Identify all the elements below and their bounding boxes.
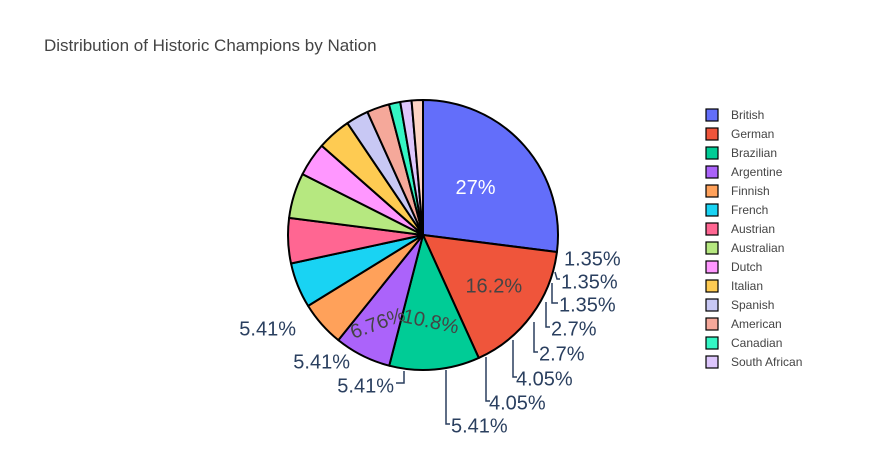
legend-label: Austrian (731, 222, 775, 236)
leader-line-australian (445, 370, 450, 425)
legend-label: Dutch (731, 260, 762, 274)
slice-label-french: 5.41% (293, 351, 350, 373)
slice-label-unlabeled: 1.35% (564, 248, 621, 270)
legend-label: British (731, 108, 764, 122)
slice-label-finnish: 5.41% (239, 318, 296, 340)
slice-label-american: 2.7% (551, 318, 597, 340)
legend-label: Canadian (731, 336, 782, 350)
pie-slice-british (422, 99, 559, 254)
legend-label: Australian (731, 241, 784, 255)
slice-label-italian: 4.05% (516, 368, 573, 390)
legend-swatch (705, 165, 719, 179)
legend-item-american[interactable]: American (705, 317, 782, 331)
legend-item-dutch[interactable]: Dutch (705, 260, 762, 274)
legend-swatch (705, 279, 719, 293)
leader-line-austrian (396, 371, 405, 384)
slice-label-british: 27% (455, 177, 495, 199)
leader-line-italian (512, 340, 517, 378)
slice-labels: 27%16.2%10.8%6.76%5.41%5.41%5.41%5.41%4.… (239, 177, 621, 437)
legend-item-spanish[interactable]: Spanish (705, 298, 774, 312)
leader-line-dutch (485, 357, 490, 402)
legend: British German Brazilian Argentine Finnish Fr… (705, 108, 802, 369)
chart-title: Distribution of Historic Champions by Na… (44, 36, 377, 55)
legend-item-british[interactable]: British (705, 108, 764, 122)
slice-label-german: 16.2% (465, 275, 522, 297)
legend-swatch (705, 222, 719, 236)
legend-swatch (705, 203, 719, 217)
pie-slice-german (422, 234, 558, 359)
slice-label-dutch: 4.05% (489, 392, 546, 414)
leader-line-american (545, 302, 550, 328)
legend-label: German (731, 127, 774, 141)
legend-swatch (705, 355, 719, 369)
legend-label: Italian (731, 279, 763, 293)
legend-swatch (705, 298, 719, 312)
legend-swatch (705, 260, 719, 274)
legend-label: South African (731, 355, 802, 369)
legend-label: Argentine (731, 165, 783, 179)
legend-item-australian[interactable]: Australian (705, 241, 784, 255)
slice-label-spanish: 2.7% (539, 343, 585, 365)
legend-swatch (705, 241, 719, 255)
legend-swatch (705, 108, 719, 122)
legend-item-canadian[interactable]: Canadian (705, 336, 782, 350)
pie-slice-unlabeled (410, 99, 424, 236)
legend-item-finnish[interactable]: Finnish (705, 184, 770, 198)
legend-item-brazilian[interactable]: Brazilian (705, 146, 777, 160)
legend-item-german[interactable]: German (705, 127, 774, 141)
slice-label-australian: 5.41% (451, 415, 508, 437)
label-leader-lines (396, 271, 560, 425)
legend-label: American (731, 317, 782, 331)
leader-line-south-african (554, 271, 560, 280)
pie-slices (287, 99, 559, 371)
leader-line-spanish (533, 322, 538, 353)
legend-item-french[interactable]: French (705, 203, 768, 217)
legend-swatch (705, 127, 719, 141)
legend-item-south-african[interactable]: South African (705, 355, 802, 369)
legend-swatch (705, 317, 719, 331)
legend-item-italian[interactable]: Italian (705, 279, 763, 293)
legend-item-austrian[interactable]: Austrian (705, 222, 775, 236)
legend-swatch (705, 184, 719, 198)
legend-label: Brazilian (731, 146, 777, 160)
slice-label-south-african: 1.35% (561, 271, 618, 293)
legend-label: French (731, 203, 768, 217)
legend-swatch (705, 146, 719, 160)
leader-line-canadian (551, 283, 558, 304)
slice-label-canadian: 1.35% (559, 294, 616, 316)
legend-label: Finnish (731, 184, 770, 198)
legend-item-argentine[interactable]: Argentine (705, 165, 783, 179)
pie-slice-brazilian (388, 234, 480, 371)
legend-label: Spanish (731, 298, 774, 312)
legend-swatch (705, 336, 719, 350)
slice-label-austrian: 5.41% (337, 375, 394, 397)
